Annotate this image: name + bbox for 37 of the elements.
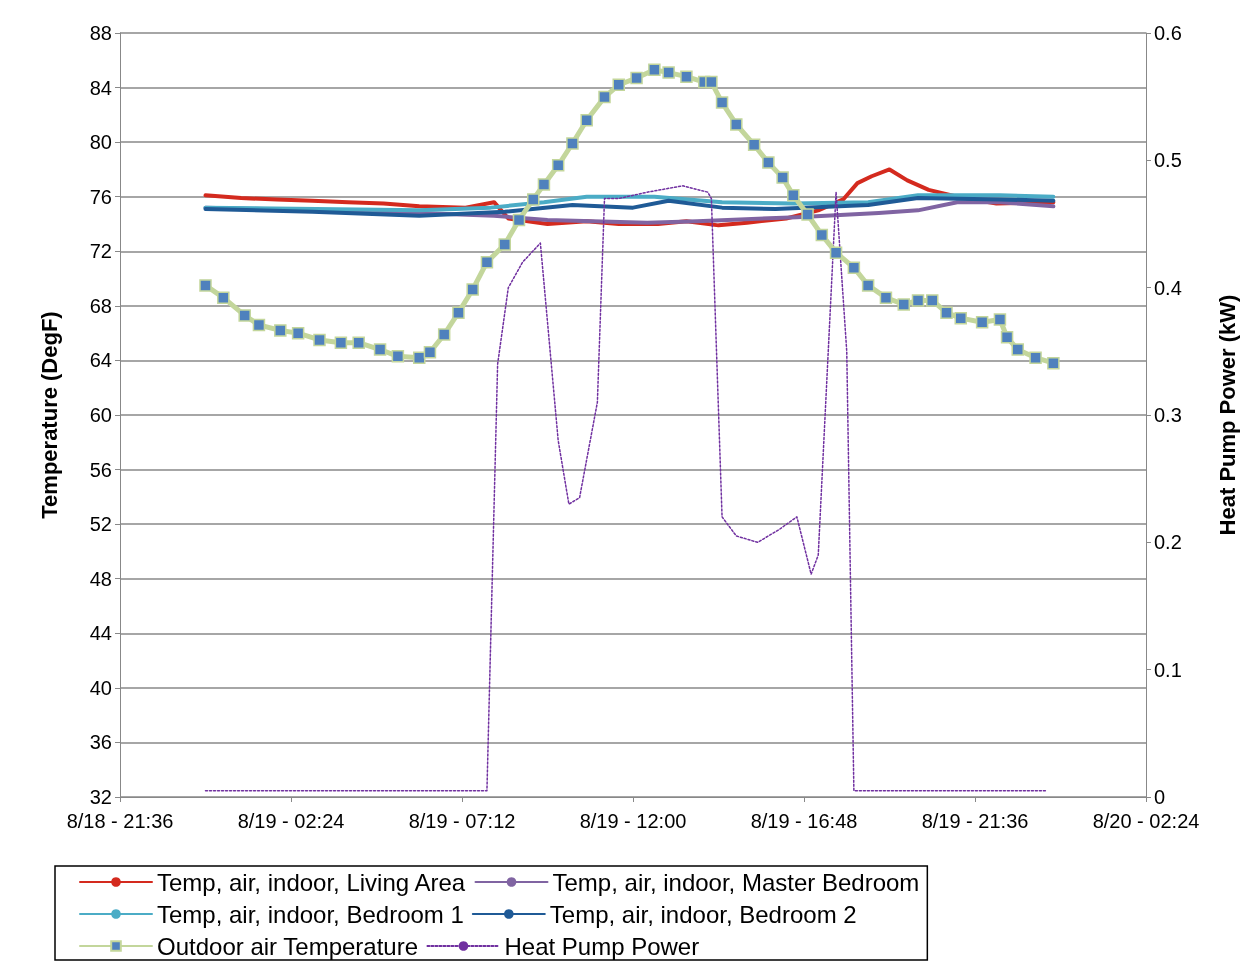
x-tick-label: 8/19 - 07:12 xyxy=(408,810,516,832)
legend-label: Temp, air, indoor, Living Area xyxy=(157,868,466,896)
x-tick-label: 8/19 - 02:24 xyxy=(237,810,345,832)
y-tick-label: 36 xyxy=(89,731,112,754)
y2-tick-label: 0.2 xyxy=(1154,531,1182,554)
y2-tick-label: 0.1 xyxy=(1154,658,1182,681)
y-tick-label: 68 xyxy=(89,294,112,317)
y2-tick-label: 0.6 xyxy=(1154,22,1182,44)
y-tick-label: 72 xyxy=(89,240,112,263)
y-tick-label: 80 xyxy=(89,131,112,154)
legend-label: Temp, air, indoor, Master Bedroom xyxy=(552,868,920,896)
legend-label: Outdoor air Temperature xyxy=(157,932,419,960)
x-tick-label: 8/18 - 21:36 xyxy=(66,810,174,832)
x-tick-label: 8/19 - 16:48 xyxy=(750,810,858,832)
y-tick-label: 40 xyxy=(89,676,112,699)
y-tick-label: 48 xyxy=(89,567,112,590)
y2-tick-label: 0.4 xyxy=(1154,276,1182,299)
y-tick-label: 76 xyxy=(89,185,112,208)
y2-tick-label: 0 xyxy=(1154,786,1166,808)
legend-label: Heat Pump Power xyxy=(504,932,700,960)
y-tick-label: 52 xyxy=(89,513,112,536)
y-axis-title: Temperature (DegF) xyxy=(36,311,62,519)
y-tick-label: 60 xyxy=(89,404,112,426)
y2-axis-title: Heat Pump Power (kW) xyxy=(1214,294,1240,536)
y-tick-label: 64 xyxy=(89,349,112,372)
x-tick-label: 8/19 - 12:00 xyxy=(579,810,687,832)
y-tick-label: 44 xyxy=(89,622,112,645)
y-tick-label: 84 xyxy=(89,76,112,99)
legend-label: Temp, air, indoor, Bedroom 1 xyxy=(157,900,464,928)
x-tick-label: 8/19 - 21:36 xyxy=(921,810,1029,832)
y-tick-label: 32 xyxy=(89,786,112,808)
y-tick-label: 56 xyxy=(89,458,112,481)
x-tick-label: 8/20 - 02:24 xyxy=(1092,810,1200,832)
y2-tick-label: 0.5 xyxy=(1154,149,1182,172)
y2-tick-label: 0.3 xyxy=(1154,404,1182,426)
legend-label: Temp, air, indoor, Bedroom 2 xyxy=(549,900,857,928)
y-tick-label: 88 xyxy=(89,22,112,44)
